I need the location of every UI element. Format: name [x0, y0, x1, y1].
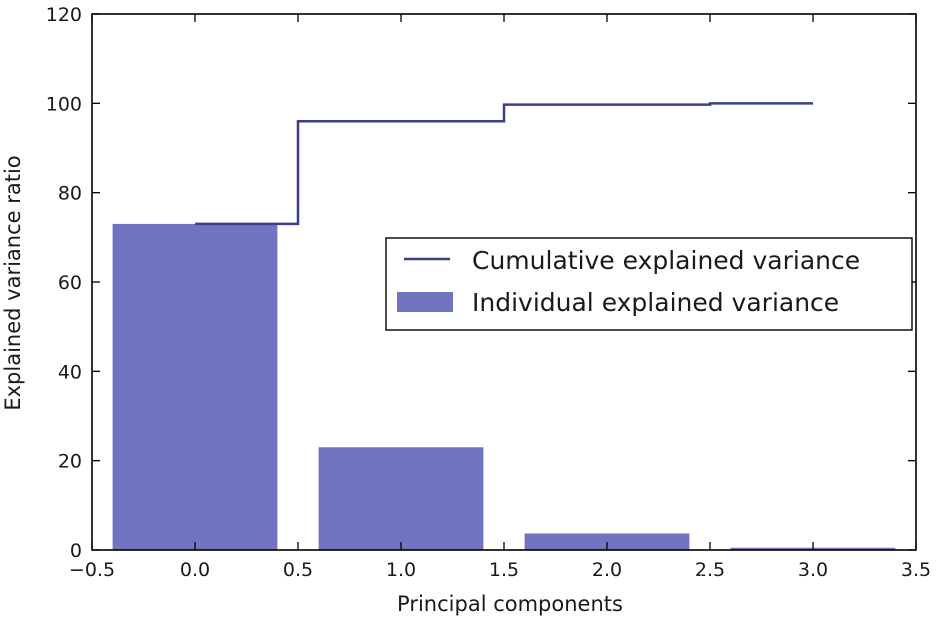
bar-pc-1 [112, 223, 278, 550]
x-tick-label: 2.5 [695, 559, 725, 581]
y-tick-label: 0 [70, 540, 82, 562]
y-tick-label: 20 [58, 451, 82, 473]
cumulative-step-line-group [195, 102, 813, 226]
x-tick-label: −0.5 [69, 559, 115, 581]
x-axis-ticks: −0.5 0.0 0.5 1.0 1.5 2.0 2.5 3.0 3.5 [69, 14, 931, 581]
legend-swatch-individual [397, 292, 453, 312]
y-tick-label: 120 [46, 4, 82, 26]
x-axis-label: Principal components [397, 592, 623, 616]
x-tick-label: 1.5 [489, 559, 519, 581]
bar-pc-2 [318, 447, 484, 550]
legend-label-cumulative: Cumulative explained variance [472, 246, 860, 275]
y-tick-label: 60 [58, 272, 82, 294]
y-tick-label: 80 [58, 183, 82, 205]
x-tick-label: 0.5 [283, 559, 313, 581]
legend: Cumulative explained variance Individual… [385, 237, 913, 331]
y-axis-ticks: 0 20 40 60 80 100 120 [46, 4, 916, 562]
x-tick-label: 1.0 [386, 559, 416, 581]
y-tick-label: 100 [46, 93, 82, 115]
legend-label-individual: Individual explained variance [472, 288, 839, 317]
y-tick-label: 40 [58, 361, 82, 383]
watermark: 掘金技术社区 @ 布客飞龙 [697, 573, 930, 597]
y-axis-label: Explained variance ratio [1, 155, 25, 410]
cumulative-step-line [195, 102, 813, 226]
x-tick-label: 2.0 [592, 559, 622, 581]
legend-box [385, 237, 913, 331]
bars-group [112, 223, 896, 550]
bar-pc-3 [524, 533, 690, 550]
x-tick-label: 0.0 [180, 559, 210, 581]
x-tick-label: 3.5 [901, 559, 931, 581]
x-tick-label: 3.0 [798, 559, 828, 581]
